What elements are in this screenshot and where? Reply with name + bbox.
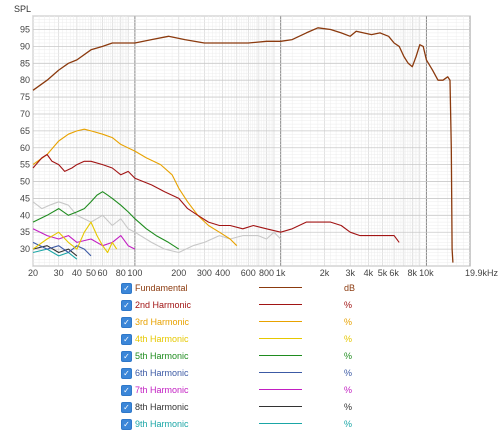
y-axis-label: SPL bbox=[14, 4, 31, 14]
x-tick-label: 10k bbox=[419, 268, 434, 278]
x-tick-label: 1k bbox=[276, 268, 286, 278]
x-tick-label: 300 bbox=[197, 268, 212, 278]
legend-checkbox[interactable]: ✓ bbox=[121, 368, 132, 379]
x-tick-label: 60 bbox=[98, 268, 108, 278]
series-4th-harmonic bbox=[32, 221, 118, 254]
legend-swatch bbox=[259, 321, 302, 322]
legend-row: ✓ 2nd Harmonic% bbox=[0, 299, 500, 315]
legend-label: 5th Harmonic bbox=[135, 351, 189, 361]
y-tick-label: 60 bbox=[20, 143, 30, 153]
x-axis-ticks: 20 30 40 50 60 80 100 200 300 400 600 800 1k 2k 3k 4k 5k… bbox=[28, 268, 498, 278]
legend-unit: % bbox=[344, 317, 353, 327]
y-tick-label: 55 bbox=[20, 160, 30, 170]
x-tick-label: 50 bbox=[86, 268, 96, 278]
legend-swatch bbox=[259, 423, 302, 424]
legend-label: 4th Harmonic bbox=[135, 334, 189, 344]
y-tick-label: 90 bbox=[20, 41, 30, 51]
legend-checkbox[interactable]: ✓ bbox=[121, 385, 132, 396]
y-tick-label: 70 bbox=[20, 109, 30, 119]
y-tick-label: 65 bbox=[20, 126, 30, 136]
y-tick-label: 40 bbox=[20, 210, 30, 220]
legend-unit: % bbox=[344, 300, 353, 310]
legend-swatch bbox=[259, 287, 302, 288]
legend-unit: % bbox=[344, 351, 353, 361]
legend-checkbox[interactable]: ✓ bbox=[121, 317, 132, 328]
series-6th-harmonic bbox=[32, 241, 92, 257]
series-5th-harmonic bbox=[32, 191, 180, 250]
legend-unit: % bbox=[344, 368, 353, 378]
y-tick-label: 85 bbox=[20, 58, 30, 68]
series-unlabeled bbox=[32, 201, 282, 254]
legend-unit: % bbox=[344, 385, 353, 395]
x-tick-label: 400 bbox=[215, 268, 230, 278]
legend-checkbox[interactable]: ✓ bbox=[121, 300, 132, 311]
legend-swatch bbox=[259, 406, 302, 407]
legend-row: ✓ 5th Harmonic% bbox=[0, 350, 500, 366]
x-tick-label: 800 bbox=[259, 268, 274, 278]
legend-row: ✓ 4th Harmonic% bbox=[0, 333, 500, 349]
legend-label: 9th Harmonic bbox=[135, 419, 189, 429]
legend-label: 6th Harmonic bbox=[135, 368, 189, 378]
series-3rd-harmonic bbox=[32, 128, 238, 247]
y-axis-ticks: 30 35 40 45 50 55 60 65 70 75 80 85 90 95 bbox=[20, 25, 30, 255]
series-9th-harmonic bbox=[32, 248, 78, 260]
x-tick-label: 20 bbox=[28, 268, 38, 278]
x-tick-label: 3k bbox=[345, 268, 355, 278]
y-tick-label: 95 bbox=[20, 25, 30, 35]
y-tick-label: 35 bbox=[20, 227, 30, 237]
legend-swatch bbox=[259, 338, 302, 339]
legend-row: ✓ 9th Harmonic% bbox=[0, 418, 500, 434]
legend-checkbox[interactable]: ✓ bbox=[121, 334, 132, 345]
x-tick-label: 19.9kHz bbox=[465, 268, 499, 278]
legend-label: 7th Harmonic bbox=[135, 385, 189, 395]
legend-row: ✓ Fundamental dB bbox=[0, 282, 500, 298]
x-tick-label: 6k bbox=[389, 268, 399, 278]
x-tick-label: 30 bbox=[54, 268, 64, 278]
legend-swatch bbox=[259, 389, 302, 390]
x-tick-label: 600 bbox=[241, 268, 256, 278]
legend-swatch bbox=[259, 372, 302, 373]
legend-unit: % bbox=[344, 419, 353, 429]
legend-row: ✓ 7th Harmonic% bbox=[0, 384, 500, 400]
x-tick-label: 100 bbox=[127, 268, 142, 278]
legend-label: 2nd Harmonic bbox=[135, 300, 192, 310]
legend-row: ✓ 3rd Harmonic% bbox=[0, 316, 500, 332]
x-tick-label: 80 bbox=[116, 268, 126, 278]
x-tick-label: 200 bbox=[171, 268, 186, 278]
legend-label: 3rd Harmonic bbox=[135, 317, 190, 327]
legend-unit: % bbox=[344, 402, 353, 412]
y-tick-label: 30 bbox=[20, 244, 30, 254]
y-tick-label: 50 bbox=[20, 177, 30, 187]
series-2nd-harmonic bbox=[32, 153, 400, 243]
legend-swatch bbox=[259, 355, 302, 356]
series-7th-harmonic bbox=[32, 228, 136, 250]
legend-checkbox[interactable]: ✓ bbox=[121, 351, 132, 362]
legend-checkbox[interactable]: ✓ bbox=[121, 283, 132, 294]
series-fundamental bbox=[32, 27, 454, 263]
legend-unit: % bbox=[344, 334, 353, 344]
legend-label: 8th Harmonic bbox=[135, 402, 189, 412]
legend-checkbox[interactable]: ✓ bbox=[121, 419, 132, 430]
x-tick-label: 2k bbox=[320, 268, 330, 278]
y-tick-label: 75 bbox=[20, 92, 30, 102]
legend-row: ✓ 8th Harmonic% bbox=[0, 401, 500, 417]
legend-row: ✓ 6th Harmonic% bbox=[0, 367, 500, 383]
x-tick-label: 4k bbox=[364, 268, 374, 278]
legend-swatch bbox=[259, 304, 302, 305]
legend-label: Fundamental bbox=[135, 283, 188, 293]
y-tick-label: 80 bbox=[20, 75, 30, 85]
series-lines bbox=[32, 27, 454, 263]
x-tick-label: 8k bbox=[408, 268, 418, 278]
legend-unit: dB bbox=[344, 283, 356, 293]
grid bbox=[32, 15, 471, 267]
x-tick-label: 40 bbox=[72, 268, 82, 278]
legend-checkbox[interactable]: ✓ bbox=[121, 402, 132, 413]
y-tick-label: 45 bbox=[20, 193, 30, 203]
x-tick-label: 5k bbox=[378, 268, 388, 278]
